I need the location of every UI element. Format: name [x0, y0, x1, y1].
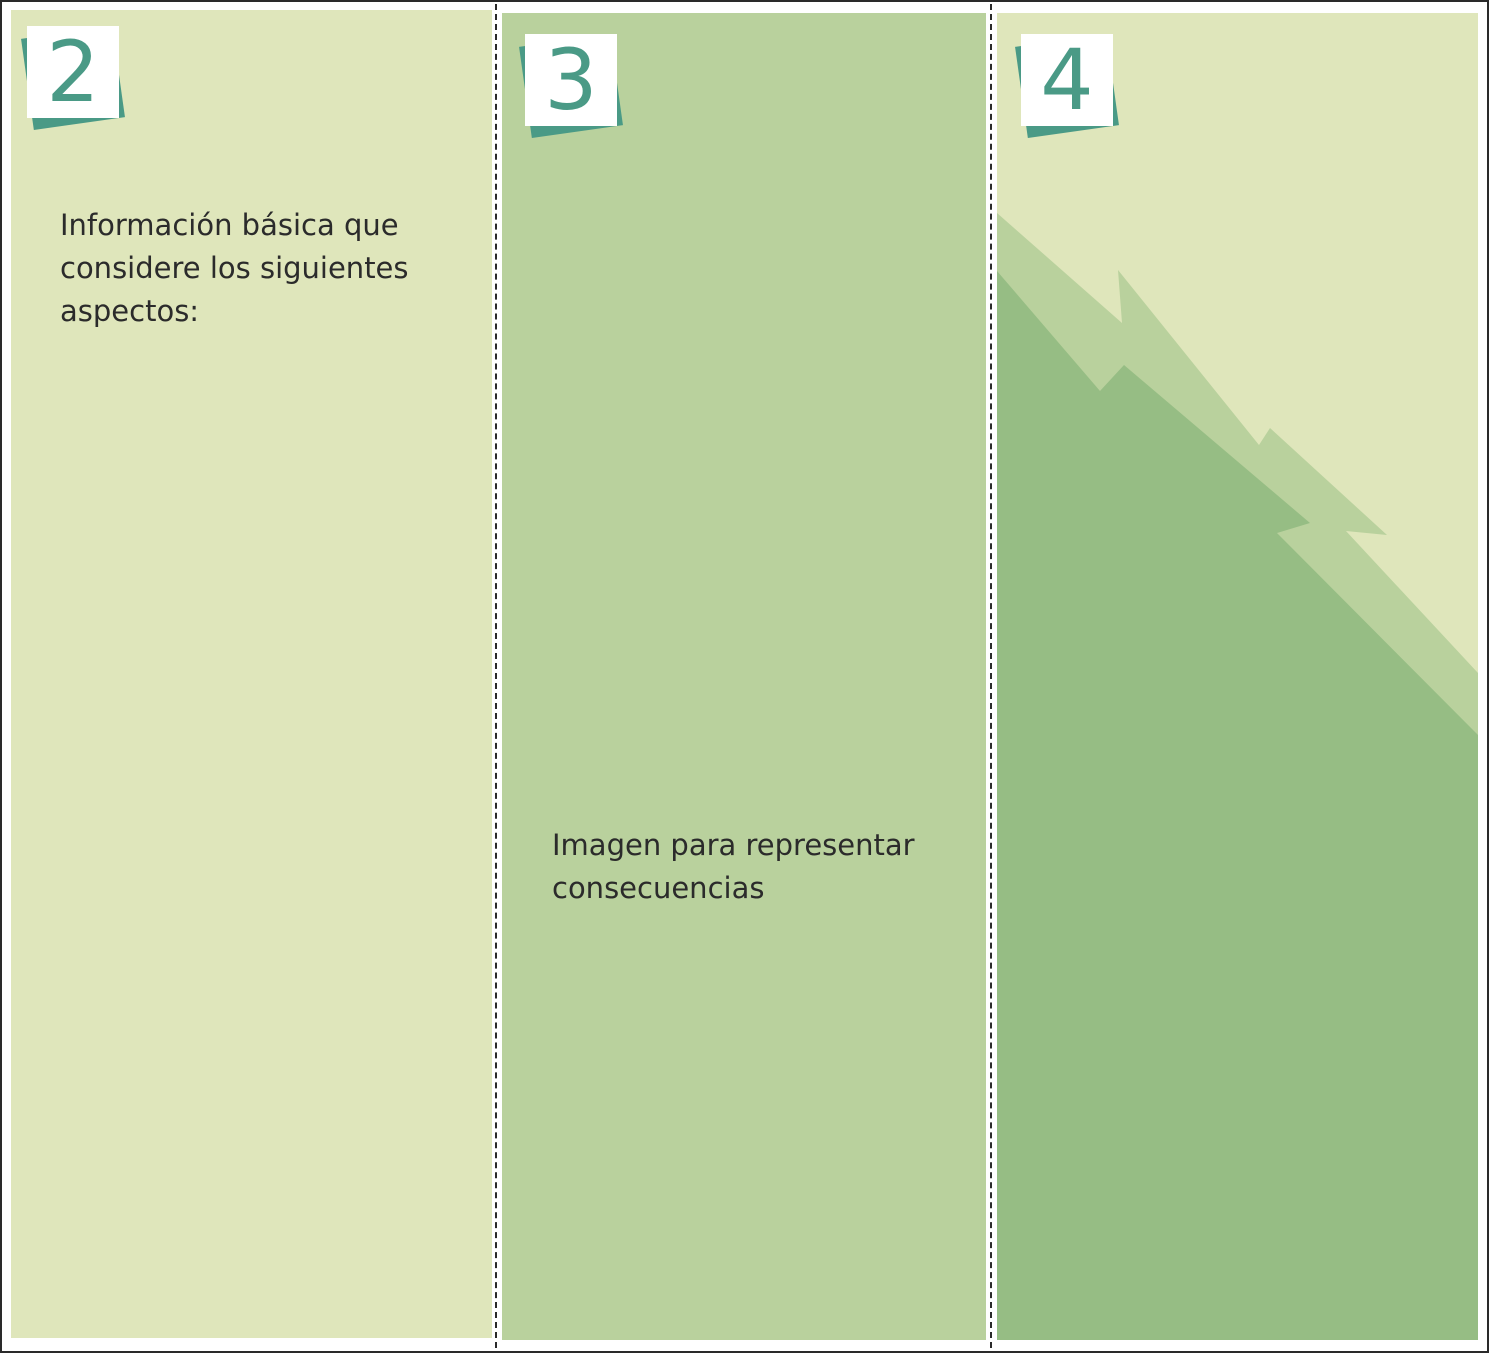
panel-3-image-placeholder-text: Imagen para representar consecuencias: [552, 828, 915, 905]
page-number: 3: [525, 34, 617, 126]
mountain-slope-graphic: [997, 213, 1478, 1340]
panel-2: [11, 10, 492, 1338]
page-number-badge-4: 4: [1015, 32, 1125, 142]
panel-4: [997, 13, 1478, 1340]
mountain-dark-layer: [997, 271, 1478, 1340]
fold-line-left: [495, 4, 497, 1348]
panel-3: [502, 13, 986, 1340]
fold-line-right: [990, 4, 992, 1348]
page-number-badge-3: 3: [519, 32, 629, 142]
page-number: 4: [1021, 34, 1113, 126]
panel-2-body-text: Información básica que considere los sig…: [60, 208, 409, 328]
page-number: 2: [27, 26, 119, 118]
page-number-badge-2: 2: [21, 24, 131, 134]
